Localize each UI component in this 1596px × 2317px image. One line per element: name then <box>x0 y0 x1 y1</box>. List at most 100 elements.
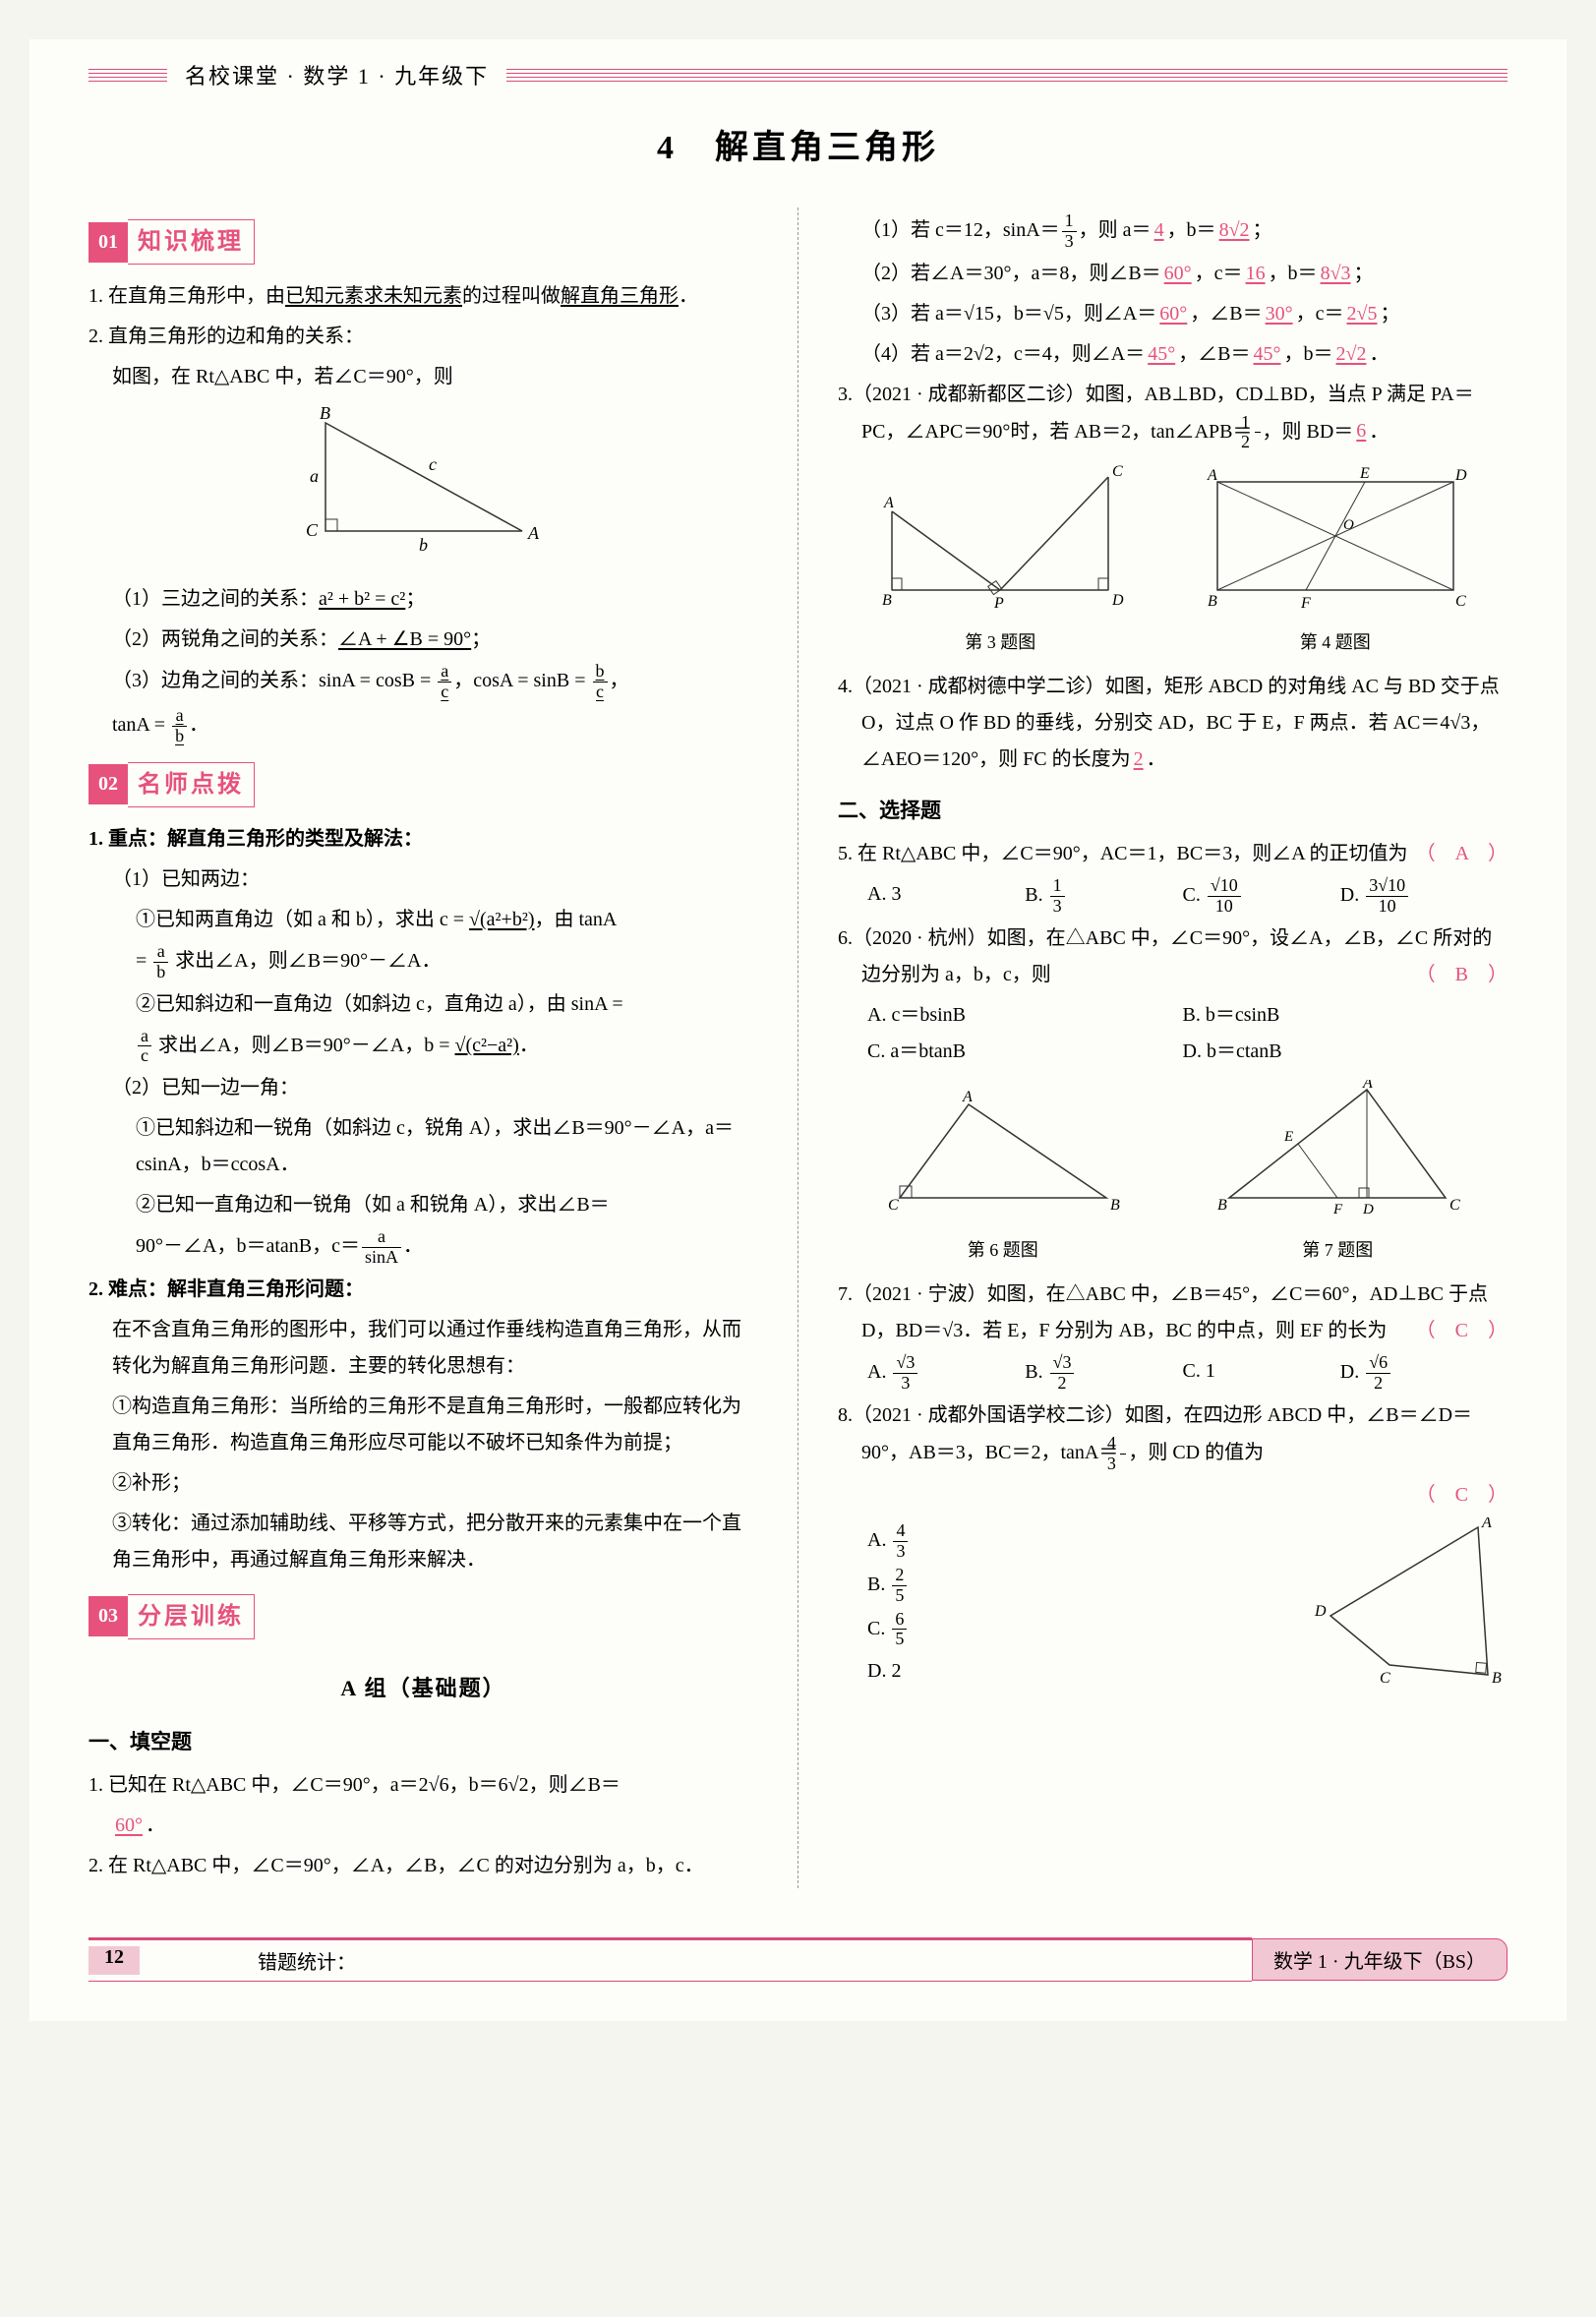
knowledge-p2: 2. 直角三角形的边和角的关系： <box>89 319 758 355</box>
badge-num: 03 <box>89 1596 128 1636</box>
fraction: 43 <box>1120 1434 1126 1474</box>
q6: 6.（2020 · 杭州）如图，在△ABC 中，∠C＝90°，设∠A，∠B，∠C… <box>838 921 1507 993</box>
choice-d: D. √62 <box>1340 1353 1498 1394</box>
frac-num: √3 <box>1050 1353 1075 1373</box>
frac-num: 1 <box>1062 211 1077 231</box>
choice-c: C. 1 <box>1183 1353 1340 1394</box>
text-underline: 已知元素求未知元素 <box>285 285 462 307</box>
fig7: A B C D F E 第 7 题图 <box>1210 1080 1465 1267</box>
fig4-icon: A E D B F C O <box>1198 462 1473 610</box>
svg-text:B: B <box>1208 593 1217 610</box>
knowledge-p2a: 如图，在 Rt△ABC 中，若∠C＝90°，则 <box>89 359 758 395</box>
choice-b: B. √32 <box>1025 1353 1182 1394</box>
text: ，c＝ <box>1296 303 1344 325</box>
footer-left: 12 错题统计： <box>89 1937 1252 1982</box>
frac-den: 10 <box>1366 896 1408 917</box>
text: 90°－∠A，b＝atanB，c＝ <box>136 1235 360 1257</box>
footer-right: 数学 1 · 九年级下（BS） <box>1252 1938 1507 1981</box>
badge-num: 02 <box>89 764 128 804</box>
answer: 4 <box>1152 219 1167 241</box>
fig7-caption: 第 7 题图 <box>1210 1234 1465 1267</box>
text: A. <box>867 1529 891 1551</box>
fraction: 25 <box>892 1566 907 1606</box>
text: （2）两锐角之间的关系： <box>112 628 338 650</box>
r2: （2）若∠A＝30°，a＝8，则∠B＝60°，c＝16，b＝8√3； <box>838 256 1507 292</box>
text: ，则 BD＝ <box>1263 420 1354 442</box>
answer-paren: （ C ） <box>1416 1484 1507 1506</box>
svg-text:A: A <box>1207 467 1217 484</box>
frac-num: a <box>172 706 187 726</box>
q3: 3.（2021 · 成都新都区二诊）如图，AB⊥BD，CD⊥BD，当点 P 满足… <box>838 377 1507 453</box>
svg-text:A: A <box>883 495 894 511</box>
text: 的过程叫做 <box>462 285 561 307</box>
r3: （3）若 a＝√15，b＝√5，则∠A＝60°，∠B＝30°，c＝2√5； <box>838 296 1507 332</box>
text: 4.（2021 · 成都树德中学二诊）如图，矩形 ABCD 的对角线 AC 与 … <box>838 676 1500 770</box>
text: ，b＝ <box>1167 219 1216 241</box>
fraction: ab <box>172 706 187 746</box>
frac-num: 4 <box>1120 1434 1126 1454</box>
fill-heading: 一、填空题 <box>89 1723 758 1761</box>
text: C. <box>1183 884 1206 906</box>
svg-text:A: A <box>1481 1517 1492 1531</box>
fraction: √33 <box>893 1353 917 1394</box>
choice-d: D. 2 <box>838 1653 1301 1690</box>
choice-c: C. a＝btanB <box>867 1034 1183 1070</box>
text: （1）若 c＝12，sinA＝ <box>861 219 1060 241</box>
fig7-icon: A B C D F E <box>1210 1080 1465 1218</box>
answer: 2 <box>1131 748 1147 770</box>
answer: 60° <box>1156 303 1190 325</box>
fig3: A B P D C 第 3 题图 <box>872 462 1128 659</box>
frac-num: √6 <box>1366 1353 1390 1373</box>
d1-2b: ②已知一直角边和一锐角（如 a 和锐角 A），求出∠B＝ <box>89 1187 758 1223</box>
fig4: A E D B F C O 第 4 题图 <box>1198 462 1473 659</box>
fraction: 3√1010 <box>1366 876 1408 917</box>
q8: 8.（2021 · 成都外国语学校二诊）如图，在四边形 ABCD 中，∠B＝∠D… <box>838 1397 1507 1474</box>
d1-1b: ②已知斜边和一直角边（如斜边 c，直角边 a），由 sinA = <box>89 986 758 1023</box>
text: ①已知两直角边（如 a 和 b），求出 c = <box>136 909 469 930</box>
q7: 7.（2021 · 宁波）如图，在△ABC 中，∠B＝45°，∠C＝60°，AD… <box>838 1277 1507 1349</box>
q5: 5. 在 Rt△ABC 中，∠C＝90°，AC＝1，BC＝3，则∠A 的正切值为… <box>838 836 1507 872</box>
svg-text:A: A <box>962 1090 973 1105</box>
frac-num: 4 <box>893 1521 908 1541</box>
frac-den: 10 <box>1208 896 1241 917</box>
text: ②已知斜边和一直角边（如斜边 c，直角边 a），由 sinA = <box>136 993 623 1015</box>
d2b: ①构造直角三角形：当所给的三角形不是直角三角形时，一般都应转化为直角三角形．构造… <box>89 1389 758 1461</box>
text-underline: 解直角三角形 <box>561 285 679 307</box>
fraction: 65 <box>892 1610 907 1650</box>
frac-den: 2 <box>1366 1373 1390 1394</box>
fraction: bc <box>593 662 608 702</box>
frac-den: b <box>153 962 168 982</box>
text: ②已知一直角边和一锐角（如 a 和锐角 A），求出∠B＝ <box>136 1194 610 1216</box>
text: ； <box>405 588 425 610</box>
svg-text:D: D <box>1362 1202 1374 1218</box>
choice-d: D. 3√1010 <box>1340 876 1498 917</box>
text: B. <box>1025 1361 1047 1383</box>
frac-den: 3 <box>1120 1454 1126 1474</box>
text: C. <box>867 1617 890 1638</box>
answer: C <box>1455 1484 1468 1506</box>
svg-text:F: F <box>1332 1202 1343 1218</box>
q1-ans: 60°． <box>89 1808 758 1844</box>
text: 7.（2021 · 宁波）如图，在△ABC 中，∠B＝45°，∠C＝60°，AD… <box>838 1283 1488 1341</box>
right-column: （1）若 c＝12，sinA＝13，则 a＝4，b＝8√2； （2）若∠A＝30… <box>838 208 1507 1888</box>
r1: （1）若 c＝12，sinA＝13，则 a＝4，b＝8√2； <box>838 211 1507 252</box>
q1: 1. 已知在 Rt△ABC 中，∠C＝90°，a＝2√6，b＝6√2，则∠B＝ <box>89 1767 758 1804</box>
svg-text:O: O <box>1343 517 1354 533</box>
fraction: ab <box>153 942 168 982</box>
svg-text:B: B <box>1217 1197 1227 1214</box>
text-underline: a² + b² = c² <box>319 588 405 610</box>
fig-row-6-7: A C B 第 6 题图 A B C D <box>838 1080 1507 1267</box>
d1-2b2: 90°－∠A，b＝atanB，c＝asinA． <box>89 1227 758 1268</box>
frac-den: 5 <box>892 1629 907 1649</box>
svg-text:D: D <box>1111 592 1124 609</box>
text: ． <box>1369 420 1389 442</box>
choice-a: A. 43 <box>838 1521 1301 1562</box>
answer: 8√3 <box>1318 263 1354 284</box>
svg-text:a: a <box>310 466 319 486</box>
answer: 16 <box>1243 263 1269 284</box>
text: ； <box>471 628 491 650</box>
d2: 2. 难点：解非直角三角形问题： <box>89 1272 758 1308</box>
fraction: 13 <box>1050 876 1065 917</box>
fig8-icon: A B C D <box>1301 1517 1507 1694</box>
text: （1）三边之间的关系： <box>112 588 319 610</box>
